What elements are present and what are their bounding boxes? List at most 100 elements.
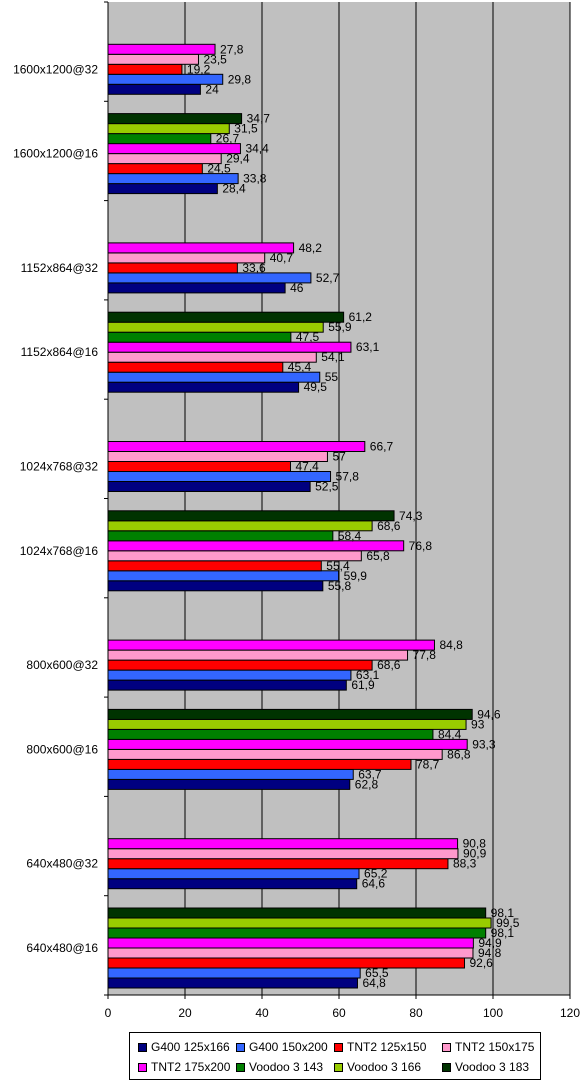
legend-label: TNT2 125x150 [347, 1040, 427, 1054]
bar [107, 272, 312, 284]
bar-value-label: 68,6 [377, 519, 401, 533]
bar-value-label: 57 [332, 450, 346, 464]
legend-item: TNT2 175x200 [138, 1057, 236, 1077]
bar-value-label: 93 [471, 717, 485, 731]
bar-value-label: 78,7 [416, 757, 440, 771]
bar-value-label: 55,8 [328, 579, 352, 593]
bar [107, 858, 449, 870]
bar [107, 560, 322, 572]
bar-value-label: 63,1 [356, 668, 380, 682]
legend-swatch [334, 1062, 343, 1072]
bar-value-label: 46 [290, 281, 304, 295]
legend-swatch [138, 1062, 147, 1072]
bar-value-label: 90,9 [463, 847, 487, 861]
bar-value-label: 65,8 [366, 549, 390, 563]
bar [107, 153, 222, 165]
legend-swatch [236, 1042, 245, 1052]
bar-value-label: 88,3 [453, 857, 477, 871]
x-tick-label: 40 [255, 1006, 269, 1020]
category-label: 800x600@16 [26, 742, 98, 756]
bar [107, 530, 334, 542]
bar-value-label: 34,7 [247, 112, 271, 126]
category-label: 1600x1200@16 [13, 147, 98, 161]
bar [107, 878, 358, 890]
bar-value-label: 63,1 [356, 340, 380, 354]
legend-label: TNT2 150x175 [455, 1040, 535, 1054]
category-label: 640x480@16 [26, 941, 98, 955]
bar [107, 113, 243, 125]
bar [107, 510, 395, 522]
legend-label: Voodoo 3 166 [347, 1060, 422, 1074]
bar [107, 133, 212, 145]
bar-value-label: 49,5 [304, 380, 328, 394]
legend-item: G400 150x200 [236, 1037, 334, 1057]
bar-value-label: 23,5 [203, 52, 227, 66]
bar [107, 659, 373, 671]
bar-value-label: 57,8 [336, 470, 360, 484]
bar-value-label: 33,6 [242, 261, 266, 275]
bar [107, 351, 317, 363]
bar-value-label: 29,8 [228, 72, 252, 86]
bar-value-label: 92,6 [470, 956, 494, 970]
x-tick-label: 0 [105, 1006, 112, 1020]
bar-value-label: 63,7 [358, 767, 382, 781]
legend: G400 125x166 G400 150x200 TNT2 125x150 TNT2… [129, 1032, 541, 1080]
bar [107, 868, 360, 880]
bar [107, 63, 183, 75]
bar [107, 481, 311, 492]
category-label: 1600x1200@32 [13, 62, 98, 76]
bar [107, 361, 284, 373]
bar-value-label: 61,2 [349, 310, 373, 324]
bar-value-labels: 24 29,8 19,223,527,8 28,433,8 24,529,434,4 26… [187, 42, 520, 990]
bar-value-label: 55,4 [326, 559, 350, 573]
bar [107, 748, 443, 760]
bar-value-label: 55,9 [328, 320, 352, 334]
bar [107, 262, 238, 274]
bar-value-label: 84,8 [439, 638, 463, 652]
legend-item: TNT2 150x175 [442, 1037, 542, 1057]
bar [107, 331, 292, 343]
legend-item: Voodoo 3 166 [334, 1057, 442, 1077]
bar-value-label: 68,6 [377, 658, 401, 672]
bar [107, 917, 492, 929]
bar [107, 838, 459, 850]
legend-swatch [138, 1042, 147, 1052]
bars [107, 43, 492, 989]
bar-value-label: 47,4 [295, 460, 319, 474]
bar [107, 461, 291, 472]
bar-value-label: 52,5 [315, 480, 339, 494]
bar-value-label: 65,2 [364, 867, 388, 881]
x-tick-label: 120 [560, 1006, 580, 1020]
legend-item: G400 125x166 [138, 1037, 236, 1057]
bar-value-label: 84,4 [438, 727, 462, 741]
bar [107, 163, 203, 175]
bar [107, 967, 361, 979]
bar-value-label: 66,7 [370, 440, 394, 454]
bar-value-label: 59,9 [344, 569, 368, 583]
category-label: 1024x768@32 [20, 460, 99, 474]
bar-value-label: 33,8 [243, 172, 267, 186]
bar [107, 977, 358, 989]
bar-value-label: 52,7 [316, 271, 340, 285]
category-label: 800x600@32 [26, 658, 98, 672]
bar-value-label: 29,4 [226, 152, 250, 166]
bar [107, 708, 473, 720]
bar [107, 718, 467, 730]
bar [107, 252, 266, 264]
bar [107, 550, 362, 562]
legend-swatch [442, 1042, 451, 1052]
bar [107, 580, 324, 592]
legend-item: Voodoo 3 143 [236, 1057, 334, 1077]
bar [107, 520, 373, 532]
bar-value-label: 24 [205, 82, 219, 96]
bar-value-label: 65,5 [365, 966, 389, 980]
category-label: 1152x864@32 [21, 261, 99, 275]
x-tick-labels: 0 20 40 60 80 100 120 [105, 1006, 581, 1020]
bar [107, 441, 366, 452]
bar-value-label: 61,9 [351, 678, 375, 692]
bar-value-label: 99,5 [496, 916, 520, 930]
bar-value-label: 90,8 [463, 837, 487, 851]
axes [104, 1, 571, 999]
bar [107, 738, 468, 750]
bar [107, 927, 487, 939]
